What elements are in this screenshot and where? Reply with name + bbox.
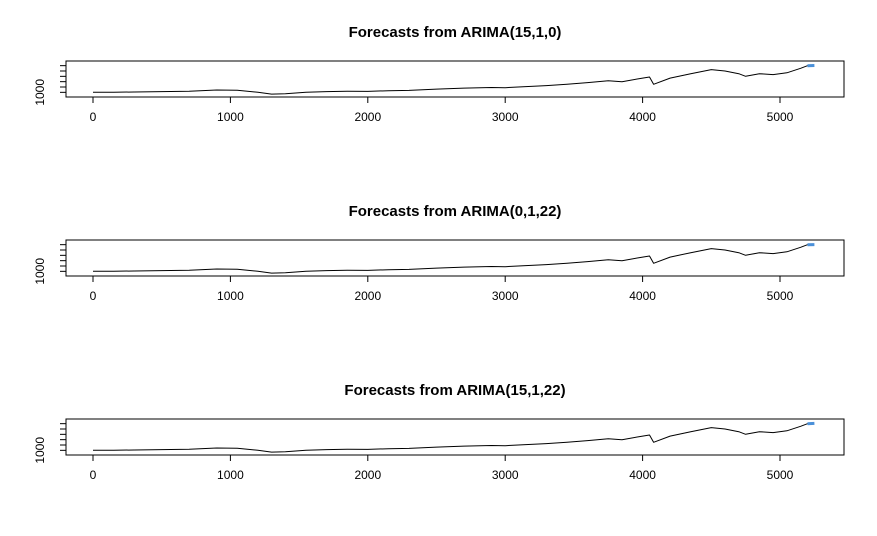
x-tick-label: 4000 [629,110,656,124]
plot-frame [65,239,845,277]
history-series-line [92,65,808,95]
history-series-line [92,244,808,274]
x-tick-label: 2000 [354,110,381,124]
chart-panel-1: Forecasts from ARIMA(15,1,0) 0 1000 2000 300… [33,24,845,124]
x-tick-label: 5000 [767,468,794,482]
x-tick-label: 5000 [767,110,794,124]
y-tick-label: 1000 [33,437,47,464]
chart-title: Forecasts from ARIMA(0,1,22) [349,203,562,220]
x-tick-label: 1000 [217,289,244,303]
chart-panel-3: Forecasts from ARIMA(15,1,22) 0 1000 2000 30… [33,382,845,482]
x-tick-label: 2000 [354,468,381,482]
y-tick-label: 1000 [33,258,47,285]
x-tick-label: 4000 [629,468,656,482]
chart-panel-2: Forecasts from ARIMA(0,1,22) 0 1000 2000 300… [33,203,845,303]
x-tick-label: 5000 [767,289,794,303]
history-series-line [92,423,808,453]
x-tick-label: 3000 [492,289,519,303]
x-tick-label: 3000 [492,468,519,482]
x-tick-label: 1000 [217,468,244,482]
x-tick-label: 4000 [629,289,656,303]
x-tick-label: 0 [90,468,97,482]
plot-frame [65,60,845,98]
x-tick-label: 3000 [492,110,519,124]
x-tick-label: 1000 [217,110,244,124]
x-tick-label: 2000 [354,289,381,303]
plot-frame [65,418,845,456]
y-tick-label: 1000 [33,79,47,106]
chart-title: Forecasts from ARIMA(15,1,0) [349,24,562,41]
x-tick-label: 0 [90,289,97,303]
x-tick-label: 0 [90,110,97,124]
chart-title: Forecasts from ARIMA(15,1,22) [344,382,565,399]
